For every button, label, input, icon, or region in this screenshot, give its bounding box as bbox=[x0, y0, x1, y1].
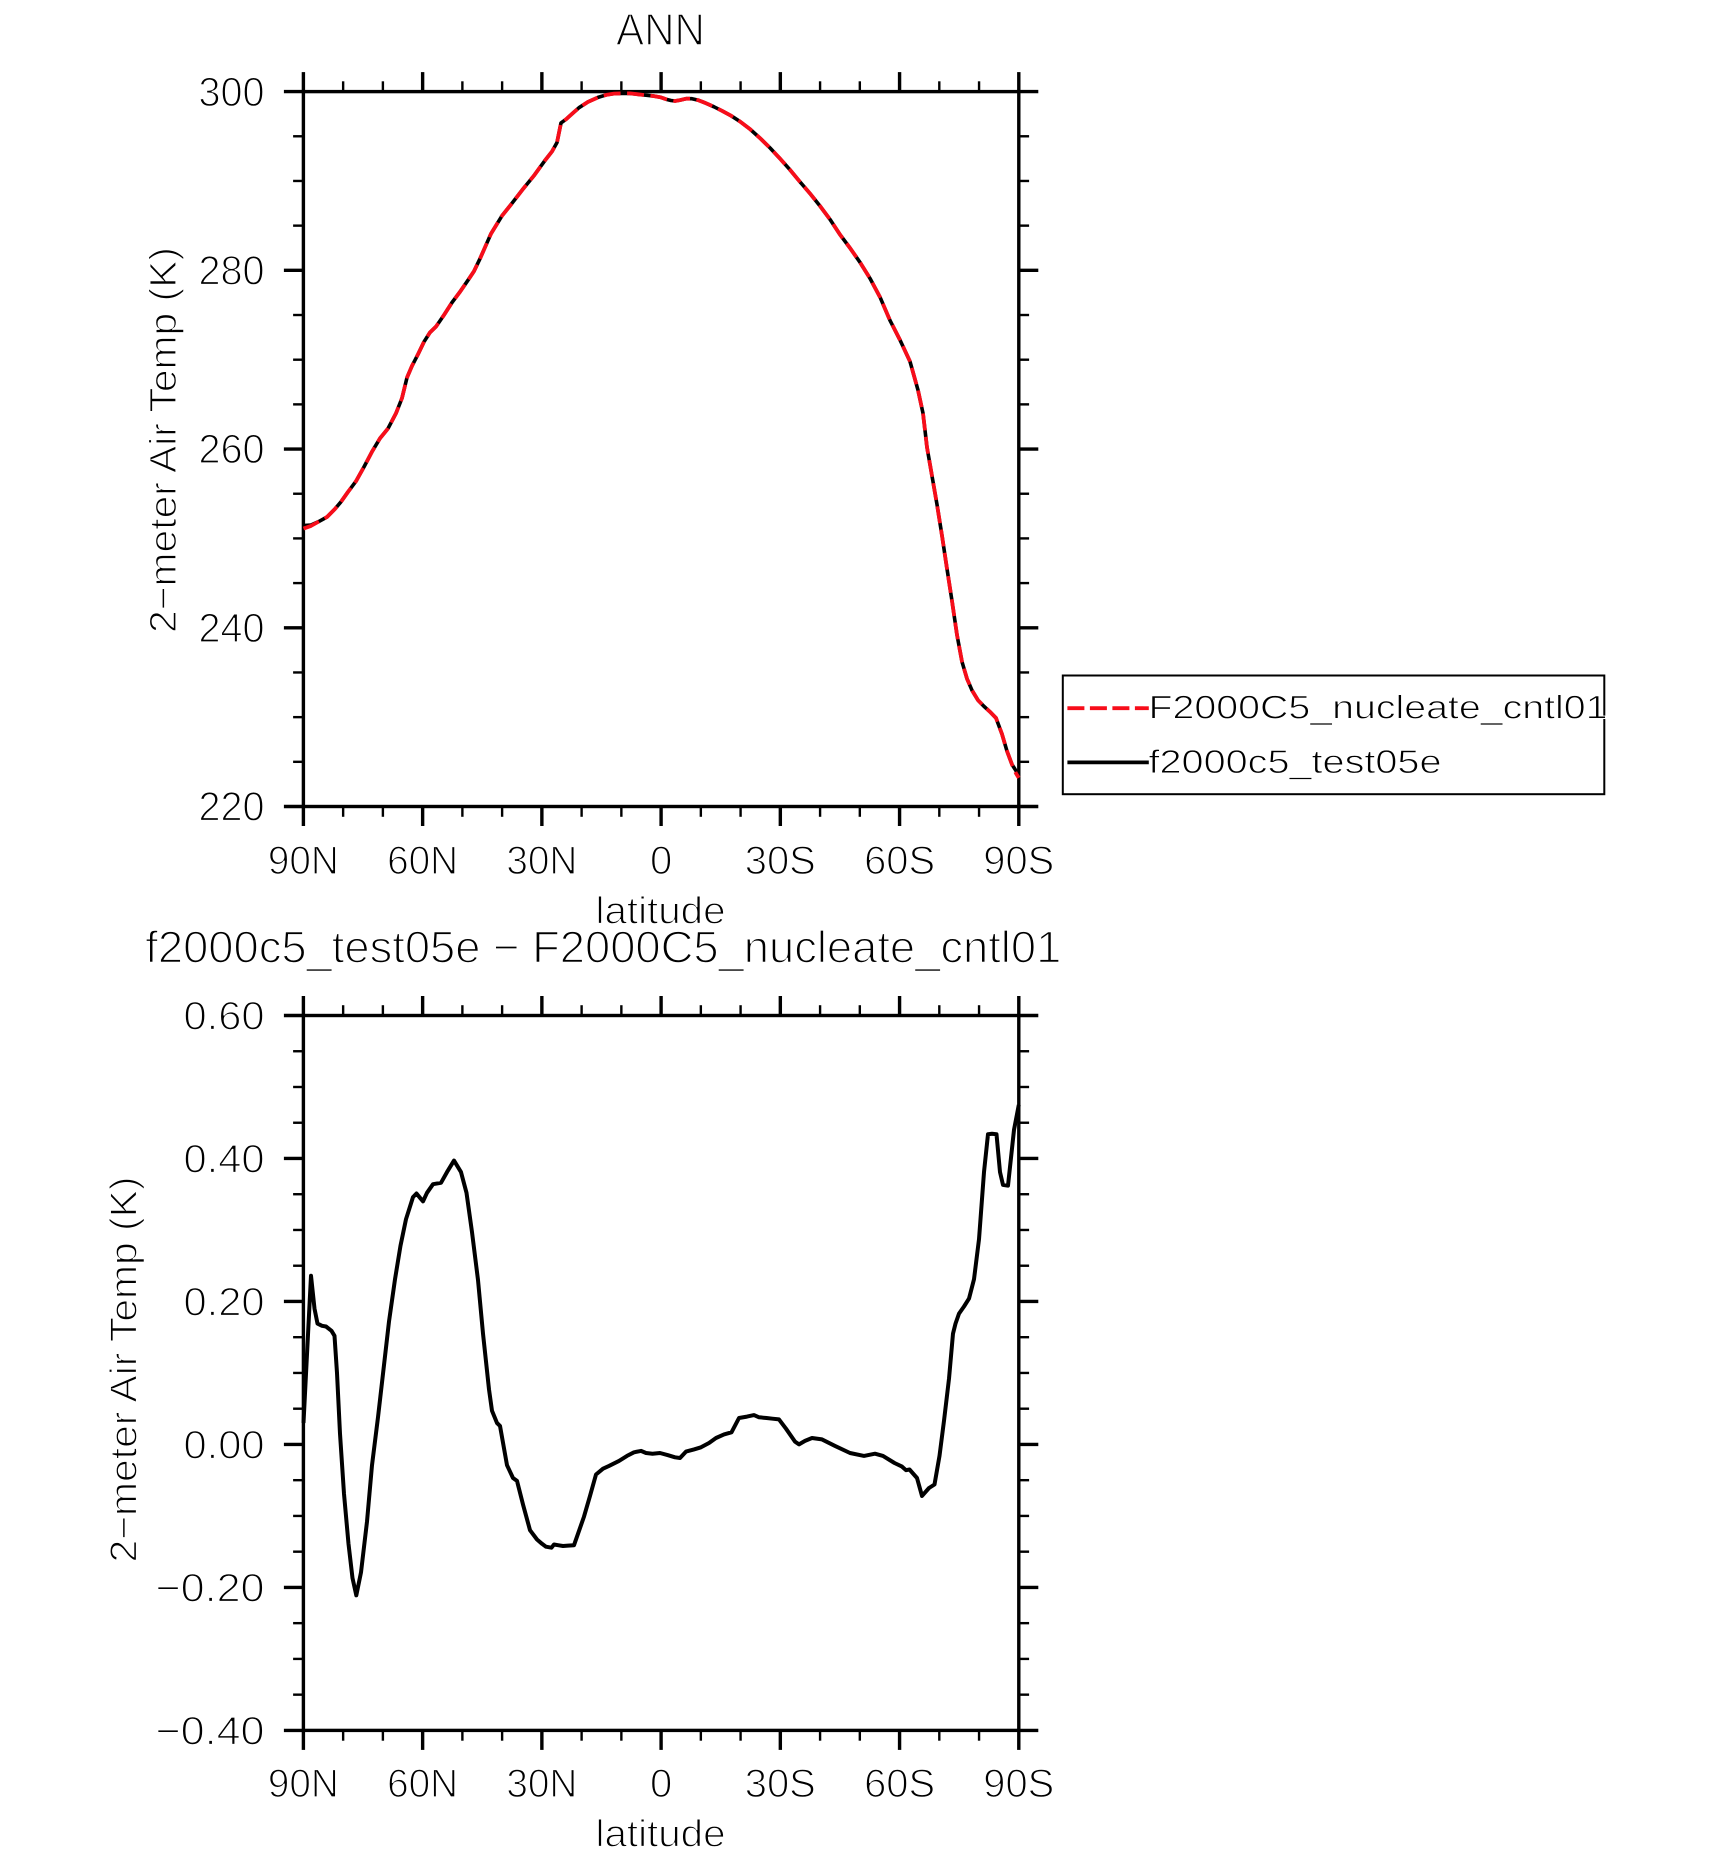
svg-text:300: 300 bbox=[199, 69, 265, 115]
svg-text:2−meter Air Temp (K): 2−meter Air Temp (K) bbox=[104, 1177, 146, 1563]
svg-text:0.00: 0.00 bbox=[184, 1423, 265, 1467]
svg-text:0.60: 0.60 bbox=[184, 995, 265, 1039]
svg-text:30N: 30N bbox=[506, 1762, 577, 1806]
svg-text:latitude: latitude bbox=[596, 1814, 726, 1850]
svg-text:90N: 90N bbox=[268, 839, 339, 883]
svg-text:ANN: ANN bbox=[616, 4, 705, 55]
svg-text:60S: 60S bbox=[864, 1762, 935, 1806]
svg-text:220: 220 bbox=[199, 784, 265, 830]
svg-text:F2000C5_nucleate_cntl01: F2000C5_nucleate_cntl01 bbox=[1149, 689, 1608, 726]
svg-text:−0.40: −0.40 bbox=[156, 1709, 265, 1753]
svg-text:280: 280 bbox=[199, 248, 265, 294]
svg-text:90S: 90S bbox=[983, 839, 1054, 883]
svg-text:0: 0 bbox=[650, 839, 672, 883]
svg-text:90N: 90N bbox=[268, 1762, 339, 1806]
svg-text:260: 260 bbox=[199, 426, 265, 472]
svg-text:0.40: 0.40 bbox=[184, 1138, 265, 1182]
svg-text:0: 0 bbox=[650, 1762, 672, 1806]
svg-text:2−meter Air Temp (K): 2−meter Air Temp (K) bbox=[143, 247, 185, 633]
svg-text:30S: 30S bbox=[745, 839, 816, 883]
svg-text:60S: 60S bbox=[864, 839, 935, 883]
svg-text:30S: 30S bbox=[745, 1762, 816, 1806]
svg-text:60N: 60N bbox=[387, 839, 458, 883]
svg-text:240: 240 bbox=[199, 605, 265, 651]
svg-text:60N: 60N bbox=[387, 1762, 458, 1806]
svg-text:f2000c5_test05e: f2000c5_test05e bbox=[1149, 743, 1442, 780]
svg-text:0.20: 0.20 bbox=[184, 1281, 265, 1325]
svg-text:latitude: latitude bbox=[596, 890, 726, 932]
svg-text:−0.20: −0.20 bbox=[156, 1566, 265, 1610]
svg-text:90S: 90S bbox=[983, 1762, 1054, 1806]
svg-text:30N: 30N bbox=[506, 839, 577, 883]
svg-text:f2000c5_test05e − F2000C5_nucl: f2000c5_test05e − F2000C5_nucleate_cntl0… bbox=[145, 922, 1061, 973]
